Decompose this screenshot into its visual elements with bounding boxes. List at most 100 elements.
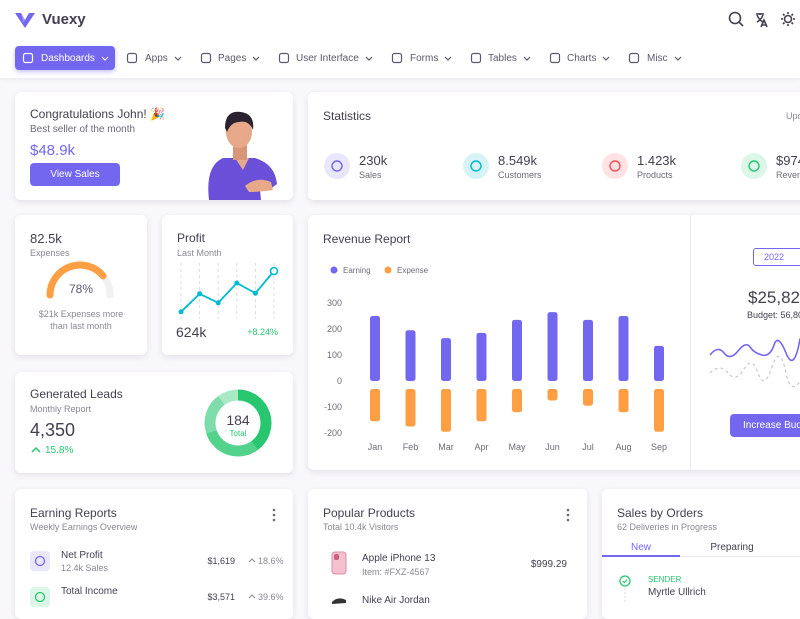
x-tick-label: May — [508, 442, 526, 452]
x-tick-label: Apr — [474, 442, 488, 452]
bar — [370, 316, 380, 381]
sender-name: Myrtle Ullrich — [648, 587, 706, 598]
row-icon-bg — [30, 551, 50, 571]
stat-icon-bg — [741, 153, 767, 179]
bar — [618, 316, 629, 381]
y-tick-label: -100 — [324, 402, 342, 412]
divider — [690, 215, 691, 470]
profit-change: +8.24% — [247, 327, 278, 337]
bar — [547, 312, 558, 381]
nav-item[interactable]: Dashboards — [41, 53, 95, 64]
budget-sparkline — [709, 338, 800, 388]
nav-item[interactable]: Apps — [145, 53, 168, 64]
logo — [15, 13, 35, 28]
product-image — [332, 598, 346, 604]
y-tick-label: 300 — [327, 298, 342, 308]
row-icon — [30, 551, 50, 571]
year-dropdown[interactable]: 2022 — [753, 248, 800, 266]
chevron — [674, 56, 682, 61]
x-tick-label: Jan — [368, 442, 383, 452]
profit-chart — [178, 263, 279, 319]
chevron — [444, 56, 452, 61]
leads-change: 15.8% — [45, 445, 74, 456]
nav-item[interactable]: User Interface — [296, 53, 359, 64]
card-title: Statistics — [323, 109, 372, 123]
tab-rule — [602, 556, 800, 557]
chevron — [523, 56, 531, 61]
row-title: Total Income — [61, 586, 118, 597]
profit-value: 624k — [176, 324, 207, 340]
x-tick-label: Sep — [651, 442, 667, 452]
expenses-value: 82.5k — [30, 231, 62, 246]
stat-label: Revenue — [776, 170, 800, 180]
chevron — [602, 56, 610, 61]
gauge-value — [46, 261, 107, 299]
nav-item[interactable]: Misc — [647, 53, 668, 64]
profit-point — [234, 280, 240, 286]
kebab-menu[interactable] — [565, 507, 571, 523]
chevron — [252, 56, 260, 61]
donut-segment — [204, 395, 226, 434]
x-tick-label: Feb — [403, 442, 419, 452]
chevron — [365, 56, 373, 61]
card-title: Congratulations John! 🎉 — [30, 107, 166, 121]
card-title: Revenue Report — [323, 232, 411, 246]
card-subtitle: Best seller of the month — [30, 124, 136, 135]
chevron — [174, 56, 182, 61]
view-sales-button[interactable]: View Sales — [30, 163, 120, 186]
sales-orders-card: Sales by Orders 62 Deliveries in Progres… — [602, 489, 800, 619]
bar — [441, 338, 451, 381]
row-icon — [30, 587, 50, 607]
stat-value: $9745 — [776, 153, 800, 168]
stat-icon-glyph — [748, 160, 760, 172]
stat-icon-glyph — [470, 160, 482, 172]
bar — [441, 389, 451, 432]
earning-reports-card: Earning Reports Weekly Earnings Overview… — [15, 489, 293, 619]
stat-icon-glyph — [609, 160, 621, 172]
updated-note: Updated 1 month ago — [786, 111, 800, 121]
card-subtitle: Total 10.4k Visitors — [323, 522, 399, 532]
product-name: Nike Air Jordan — [362, 595, 430, 606]
card-title: Earning Reports — [30, 506, 117, 520]
nav-icon — [470, 52, 482, 64]
bar — [476, 389, 487, 422]
expenses-label: Expenses — [30, 248, 70, 258]
stat-icon-glyph — [331, 160, 343, 172]
row-subtitle: 12.4k Sales — [61, 563, 109, 573]
donut-total-label: Total — [229, 429, 247, 438]
y-tick-label: 100 — [327, 350, 342, 360]
row-amount: $1,619 — [207, 556, 235, 566]
profit-point — [269, 266, 279, 276]
nav-item[interactable]: Tables — [488, 53, 517, 64]
tab-active[interactable]: New — [630, 542, 651, 553]
budget-label: Budget: 56,800 — [747, 310, 800, 320]
card-title: Generated Leads — [30, 387, 123, 401]
nav-item[interactable]: Forms — [410, 53, 439, 64]
card-title: Sales by Orders — [617, 506, 704, 520]
nav-active-pill[interactable] — [15, 46, 115, 70]
y-tick-label: 200 — [327, 324, 342, 334]
x-tick-label: Aug — [615, 442, 631, 452]
donut-segment — [237, 389, 272, 451]
row-icon-bg — [30, 587, 50, 607]
stat-icon — [463, 153, 489, 179]
stat-icon — [741, 153, 767, 179]
card-subtitle: 62 Deliveries in Progress — [617, 522, 718, 532]
budget-amount: $25,825 — [748, 288, 800, 307]
revenue-chart: 300 200 100 0 -100 -200 Earning Expense Jan Feb Ma… — [324, 266, 667, 452]
avatar-illustration — [208, 111, 277, 200]
expenses-note: $21k Expenses more than last month — [38, 309, 124, 331]
stat-label: Products — [637, 170, 673, 180]
increase-budget-button[interactable]: Increase Budget — [730, 414, 800, 437]
row-change: 18.6% — [258, 556, 284, 566]
product-name: Apple iPhone 13 — [362, 553, 436, 564]
top-bar — [0, 0, 800, 41]
tab[interactable]: Preparing — [710, 542, 754, 553]
up-arrow — [248, 594, 256, 599]
nav-item[interactable]: Pages — [218, 53, 247, 64]
nav-item[interactable]: Charts — [567, 53, 597, 64]
bar — [618, 389, 629, 413]
up-arrow — [248, 558, 256, 563]
kebab-menu[interactable] — [271, 507, 277, 523]
